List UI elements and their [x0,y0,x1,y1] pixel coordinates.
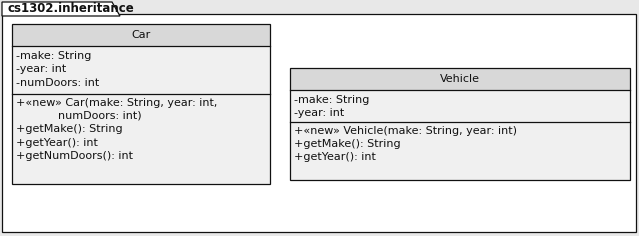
Bar [12,94,270,184]
Text: -make: String: -make: String [16,51,91,61]
Text: Car: Car [132,30,151,40]
Text: -make: String: -make: String [294,95,369,105]
Text: +getMake(): String: +getMake(): String [294,139,401,149]
Polygon shape [2,2,120,16]
Text: +«new» Car(make: String, year: int,: +«new» Car(make: String, year: int, [16,98,217,108]
Text: -numDoors: int: -numDoors: int [16,78,99,88]
Bar [290,90,630,122]
Text: -year: int: -year: int [294,109,344,118]
Bar [290,68,630,180]
Text: +getYear(): int: +getYear(): int [16,138,98,148]
Text: +getNumDoors(): int: +getNumDoors(): int [16,151,133,161]
Text: +«new» Vehicle(make: String, year: int): +«new» Vehicle(make: String, year: int) [294,126,517,136]
Bar [290,122,630,180]
Text: +getYear(): int: +getYear(): int [294,152,376,163]
Bar [12,24,270,46]
Text: cs1302.inheritance: cs1302.inheritance [7,3,134,16]
Bar [12,46,270,94]
Text: Vehicle: Vehicle [440,74,480,84]
Text: -year: int: -year: int [16,64,66,75]
Text: +getMake(): String: +getMake(): String [16,124,123,134]
Bar [12,24,270,184]
Bar [290,68,630,90]
Text: numDoors: int): numDoors: int) [16,111,142,121]
